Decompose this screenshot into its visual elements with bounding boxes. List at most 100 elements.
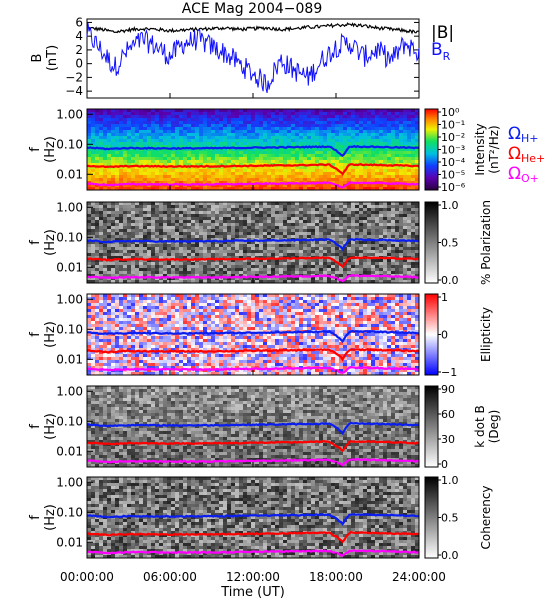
spectrogram-cell: [299, 175, 303, 178]
spectrogram-cell: [347, 139, 351, 142]
spectrogram-cell: [219, 112, 223, 115]
spectrogram-cell: [311, 121, 315, 124]
spectrogram-cell: [279, 136, 283, 139]
spectrogram-cell: [155, 265, 159, 268]
spectrogram-cell: [351, 154, 355, 157]
spectrogram-cell: [283, 121, 287, 124]
legend-b-radial-sub: R: [443, 50, 451, 63]
spectrogram-cell: [127, 160, 131, 163]
spectrogram-cell: [299, 166, 303, 169]
spectrogram-cell: [327, 136, 331, 139]
spectrogram-cell: [275, 178, 279, 181]
spectrogram-cell: [407, 172, 411, 175]
spectrogram-cell: [363, 208, 367, 211]
spectrogram-cell: [195, 268, 199, 271]
spectrogram-cell: [223, 127, 227, 130]
spectrogram-cell: [263, 217, 267, 220]
spectrogram-cell: [175, 253, 179, 256]
spectrogram-cell: [371, 109, 375, 112]
spectrogram-cell: [407, 124, 411, 127]
spectrogram-cell: [315, 259, 319, 262]
spectrogram-cell: [243, 223, 247, 226]
spectrogram-cell: [271, 232, 275, 235]
spectrogram-cell: [99, 315, 103, 318]
spectrogram-cell: [155, 223, 159, 226]
spectrogram-cell: [171, 235, 175, 238]
spectrogram-cell: [235, 130, 239, 133]
spectrogram-cell: [323, 166, 327, 169]
spectrogram-cell: [211, 202, 215, 205]
spectrogram-cell: [291, 214, 295, 217]
spectrogram-cell: [143, 229, 147, 232]
spectrogram-cell: [343, 124, 347, 127]
spectrogram-cell: [235, 226, 239, 229]
spectrogram-cell: [331, 211, 335, 214]
spectrogram-cell: [235, 220, 239, 223]
spectrogram-cell: [351, 208, 355, 211]
spectrogram-cell: [375, 277, 379, 280]
spectrogram-cell: [367, 220, 371, 223]
spectrogram-cell: [371, 202, 375, 205]
spectrogram-cell: [107, 300, 111, 303]
spectrogram-cell: [91, 226, 95, 229]
spectrogram-cell: [195, 160, 199, 163]
spectrogram-cell: [351, 226, 355, 229]
spectrogram-cell: [203, 154, 207, 157]
spectrogram-cell: [107, 339, 111, 342]
spectrogram-cell: [91, 339, 95, 342]
spectrogram-cell: [387, 136, 391, 139]
spectrogram-cell: [395, 265, 399, 268]
spectrogram-cell: [203, 178, 207, 181]
spectrogram-cell: [407, 223, 411, 226]
spectrogram-cell: [87, 115, 91, 118]
spectrogram-cell: [231, 232, 235, 235]
spectrogram-cell: [199, 115, 203, 118]
spectrogram-cell: [275, 109, 279, 112]
spectrogram-cell: [87, 178, 91, 181]
spectrogram-cell: [363, 265, 367, 268]
spectrogram-cell: [143, 154, 147, 157]
spectrogram-cell: [311, 151, 315, 154]
spectrogram-cell: [395, 202, 399, 205]
spectrogram-cell: [267, 160, 271, 163]
spectrogram-cell: [359, 244, 363, 247]
spectrogram-cell: [403, 139, 407, 142]
spectrogram-cell: [123, 268, 127, 271]
spectrogram-cell: [323, 265, 327, 268]
spectrogram-cell: [239, 136, 243, 139]
spectrogram-cell: [271, 136, 275, 139]
spectrogram-cell: [127, 297, 131, 300]
spectrogram-cell: [259, 112, 263, 115]
spectrogram-cell: [359, 265, 363, 268]
spectrogram-cell: [163, 226, 167, 229]
spectrogram-cell: [251, 235, 255, 238]
spectrogram-cell: [347, 154, 351, 157]
spectrogram-cell: [315, 151, 319, 154]
spectrogram-cell: [399, 268, 403, 271]
spectrogram-cell: [143, 118, 147, 121]
spectrogram-cell: [231, 154, 235, 157]
spectrogram-cell: [247, 121, 251, 124]
spectrogram-cell: [399, 151, 403, 154]
spectrogram-cell: [167, 214, 171, 217]
spectrogram-cell: [131, 109, 135, 112]
spectrogram-cell: [107, 244, 111, 247]
spectrogram-cell: [127, 253, 131, 256]
spectrogram-cell: [375, 247, 379, 250]
spectrogram-cell: [403, 169, 407, 172]
spectrogram-cell: [295, 148, 299, 151]
spectrogram-cell: [103, 294, 107, 297]
spectrogram-cell: [399, 211, 403, 214]
spectrogram-cell: [279, 139, 283, 142]
spectrogram-cell: [183, 112, 187, 115]
spectrogram-cell: [263, 178, 267, 181]
spectrogram-cell: [223, 229, 227, 232]
spectrogram-cell: [103, 154, 107, 157]
spectrogram-cell: [115, 345, 119, 348]
spectrogram-cell: [235, 178, 239, 181]
spectrogram-cell: [223, 151, 227, 154]
spectrogram-cell: [367, 226, 371, 229]
spectrogram-cell: [131, 262, 135, 265]
spectrogram-cell: [259, 205, 263, 208]
